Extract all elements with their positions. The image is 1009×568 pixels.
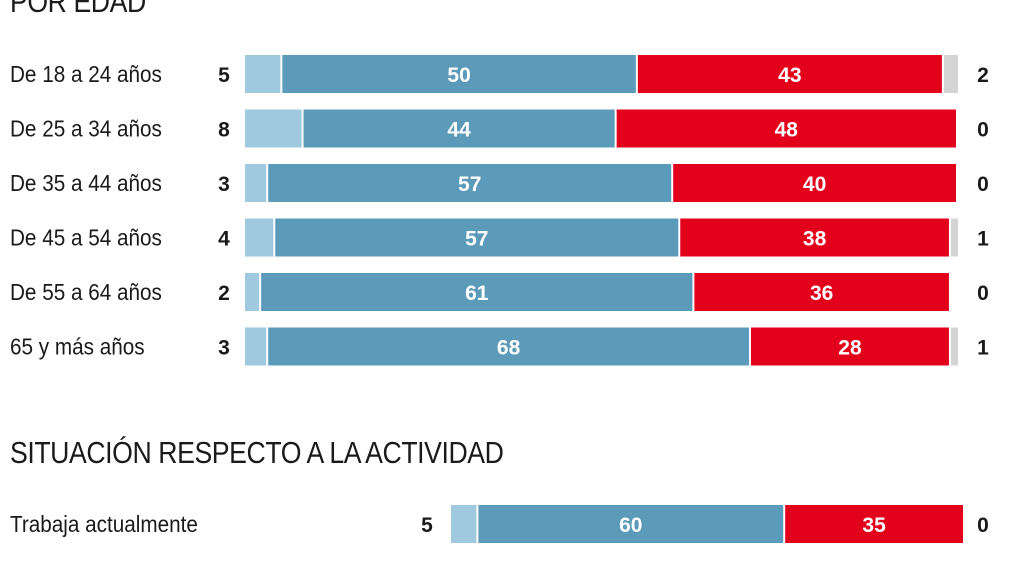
bar-segment-blue: [478, 505, 784, 543]
bar-segment-right: [950, 327, 958, 366]
bar-value-red: 40: [803, 173, 826, 196]
bar-segment-red: [616, 109, 956, 148]
value-right: 2: [977, 64, 989, 87]
row-label: De 45 a 54 años: [10, 224, 162, 250]
value-left: 2: [218, 282, 230, 305]
bar-segment-blue: [282, 55, 636, 93]
row-label: Trabaja actualmente: [10, 511, 198, 537]
value-left: 8: [218, 119, 230, 142]
value-left: 3: [218, 337, 230, 360]
section-title-actividad: SITUACIÓN RESPECTO A LA ACTIVIDAD: [10, 435, 504, 470]
bar-segment-left: [245, 109, 302, 148]
value-left: 5: [218, 64, 230, 87]
bar-segment-left: [451, 505, 477, 543]
bar-value-red: 38: [803, 228, 827, 251]
bar-segment-left: [245, 55, 281, 93]
bar-value-red: 43: [778, 64, 801, 87]
value-right: 1: [977, 337, 989, 360]
bar-segment-blue: [268, 327, 749, 366]
value-right: 1: [977, 228, 989, 251]
value-left: 3: [218, 173, 230, 196]
section-title-edad: POR EDAD: [10, 0, 146, 19]
value-right: 0: [977, 514, 989, 537]
bar-value-blue: 68: [497, 337, 521, 360]
value-right: 0: [977, 282, 989, 305]
bar-value-red: 36: [810, 282, 833, 305]
bar-segment-right: [950, 218, 958, 257]
bar-value-red: 35: [862, 514, 886, 537]
row-label: 65 y más años: [10, 333, 145, 359]
bar-segment-left: [245, 273, 260, 311]
bar-segment-left: [245, 218, 274, 257]
bar-value-blue: 57: [465, 228, 488, 251]
value-right: 0: [977, 119, 989, 142]
bar-value-blue: 61: [465, 282, 489, 305]
row-label: De 55 a 64 años: [10, 279, 162, 305]
bar-segment-red: [637, 55, 942, 93]
bar-value-blue: 60: [619, 514, 642, 537]
bar-segment-red: [680, 218, 949, 257]
bar-segment-blue: [303, 109, 615, 148]
bar-segment-blue: [268, 164, 672, 202]
bar-segment-red: [673, 164, 956, 202]
row-label: De 18 a 24 años: [10, 61, 162, 87]
value-left: 4: [218, 228, 230, 251]
bar-value-blue: 44: [447, 119, 471, 142]
bar-value-red: 28: [838, 337, 862, 360]
row-label: De 25 a 34 años: [10, 115, 162, 141]
bar-value-blue: 50: [447, 64, 470, 87]
bar-segment-blue: [275, 218, 679, 257]
bar-segment-blue: [261, 273, 693, 311]
bar-value-blue: 57: [458, 173, 481, 196]
bar-segment-right: [943, 55, 958, 93]
value-left: 5: [421, 514, 433, 537]
bar-value-red: 48: [775, 119, 799, 142]
bar-segment-red: [694, 273, 949, 311]
bar-segment-red: [785, 505, 963, 543]
row-label: De 35 a 44 años: [10, 170, 162, 196]
bar-segment-left: [245, 327, 267, 366]
bar-segment-red: [750, 327, 949, 366]
bar-segment-left: [245, 164, 267, 202]
value-right: 0: [977, 173, 989, 196]
